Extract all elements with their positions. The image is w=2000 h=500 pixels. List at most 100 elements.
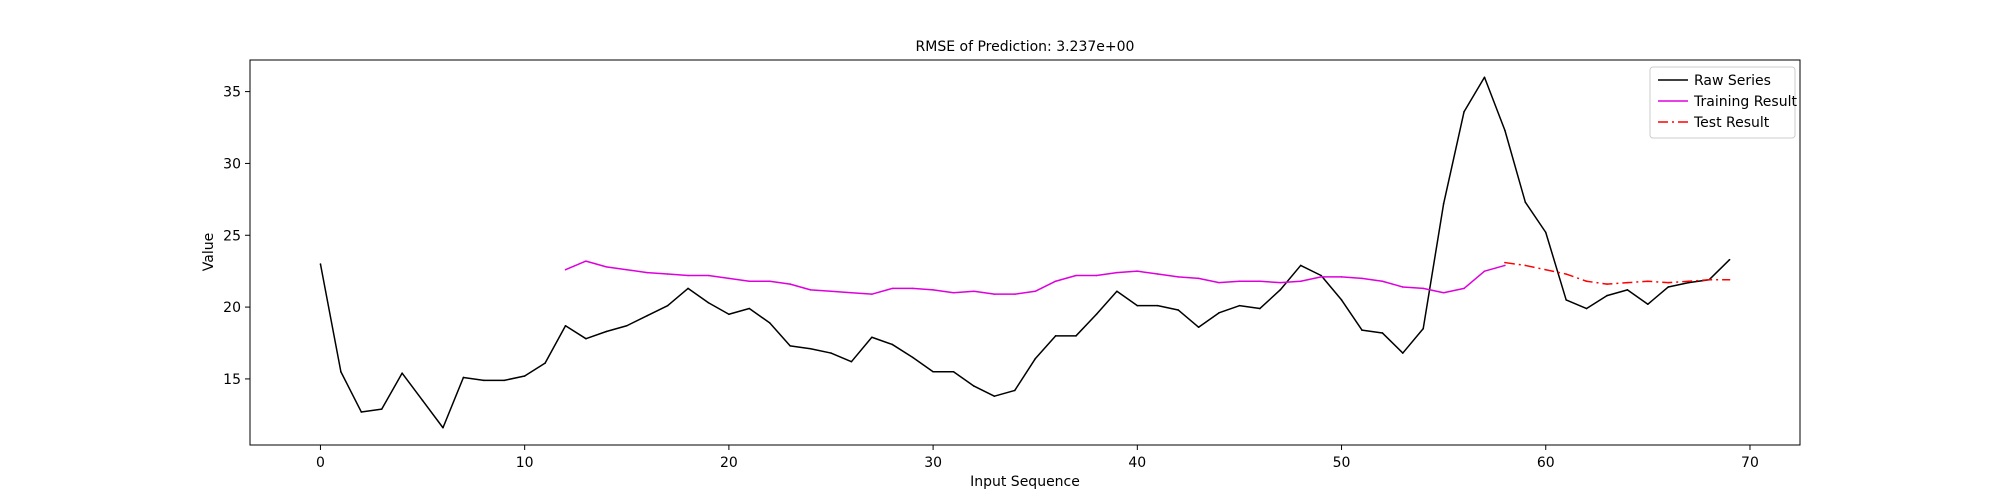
- data-point-raw-series-27: [871, 336, 873, 339]
- data-point-training-result-29: [911, 287, 914, 290]
- data-point-training-result-35: [1034, 290, 1037, 293]
- data-point-raw-series-23: [789, 345, 791, 347]
- data-point-test-result-69: [1728, 278, 1731, 281]
- data-point-training-result-36: [1054, 280, 1057, 283]
- data-point-raw-series-38: [1095, 313, 1098, 316]
- data-point-training-result-14: [605, 266, 608, 268]
- data-point-training-result-31: [952, 291, 955, 294]
- data-point-training-result-22: [768, 280, 771, 283]
- data-point-test-result-63: [1606, 283, 1608, 285]
- chart-title: RMSE of Prediction: 3.237e+00: [916, 39, 1135, 55]
- data-point-raw-series-25: [830, 352, 832, 354]
- data-point-raw-series-60: [1544, 231, 1547, 234]
- data-point-raw-series-22: [768, 322, 771, 324]
- data-point-raw-series-20: [728, 313, 730, 316]
- data-point-raw-series-3: [380, 408, 383, 410]
- data-point-training-result-52: [1381, 280, 1384, 283]
- axes-frame: [249, 59, 1801, 446]
- y-tick-label-25: 25: [223, 228, 241, 244]
- data-point-raw-series-35: [1034, 358, 1037, 360]
- data-point-raw-series-54: [1422, 327, 1425, 330]
- data-point-training-result-58: [1504, 264, 1506, 267]
- data-point-raw-series-32: [973, 385, 975, 387]
- data-point-test-result-62: [1585, 280, 1588, 283]
- data-point-raw-series-65: [1647, 303, 1649, 306]
- data-point-raw-series-46: [1259, 307, 1261, 310]
- data-point-training-result-15: [625, 268, 628, 271]
- data-point-training-result-57: [1483, 270, 1486, 272]
- data-point-raw-series-36: [1054, 335, 1057, 337]
- data-point-raw-series-42: [1177, 309, 1179, 311]
- data-point-raw-series-8: [483, 379, 485, 382]
- data-point-raw-series-48: [1299, 264, 1302, 267]
- data-point-training-result-43: [1197, 277, 1200, 280]
- data-point-training-result-53: [1402, 286, 1404, 288]
- data-point-training-result-26: [850, 291, 853, 294]
- x-axis-label: Input Sequence: [970, 474, 1080, 490]
- data-point-raw-series-5: [421, 399, 424, 402]
- x-tick-label-50: 50: [1333, 455, 1351, 471]
- data-point-raw-series-33: [993, 395, 996, 397]
- data-point-raw-series-0: [319, 263, 322, 265]
- legend: Raw Series Training Result Test Result: [1649, 66, 1797, 139]
- data-point-test-result-59: [1524, 264, 1527, 267]
- legend-label-raw-series: Raw Series: [1694, 73, 1771, 89]
- data-point-raw-series-34: [1013, 389, 1016, 392]
- data-point-raw-series-64: [1626, 289, 1629, 291]
- data-point-training-result-34: [1013, 293, 1016, 295]
- data-point-raw-series-57: [1483, 76, 1486, 79]
- data-point-training-result-51: [1361, 277, 1363, 280]
- data-point-training-result-30: [932, 289, 934, 291]
- x-tick-label-60: 60: [1537, 455, 1555, 471]
- data-point-training-result-32: [973, 290, 975, 293]
- data-point-training-result-49: [1320, 276, 1322, 278]
- data-point-training-result-55: [1442, 291, 1445, 294]
- y-tick-label-20: 20: [223, 300, 241, 316]
- data-point-training-result-45: [1238, 280, 1241, 283]
- data-point-raw-series-16: [646, 314, 648, 317]
- data-point-raw-series-44: [1218, 312, 1220, 314]
- data-point-training-result-44: [1218, 281, 1220, 284]
- data-point-raw-series-19: [707, 301, 710, 304]
- y-tick-label-15: 15: [223, 372, 241, 388]
- data-point-training-result-25: [830, 290, 832, 293]
- x-tick-label-20: 20: [720, 455, 738, 471]
- data-point-raw-series-59: [1524, 201, 1527, 204]
- data-point-training-result-41: [1156, 273, 1159, 275]
- data-point-training-result-28: [891, 287, 894, 290]
- data-point-training-result-33: [993, 293, 996, 295]
- data-point-training-result-48: [1299, 280, 1302, 283]
- data-point-raw-series-1: [340, 370, 342, 373]
- legend-label-training-result: Training Result: [1693, 94, 1797, 110]
- data-point-training-result-12: [564, 268, 567, 271]
- data-point-training-result-39: [1116, 271, 1118, 274]
- data-point-raw-series-67: [1687, 281, 1690, 284]
- data-point-raw-series-13: [585, 337, 587, 340]
- x-tick-label-10: 10: [516, 455, 534, 471]
- data-point-raw-series-49: [1320, 274, 1322, 277]
- data-point-test-result-58: [1504, 261, 1506, 264]
- data-point-raw-series-69: [1728, 258, 1731, 261]
- data-point-raw-series-40: [1136, 304, 1139, 307]
- data-point-raw-series-17: [666, 304, 669, 307]
- series-line-raw-series: [319, 76, 1731, 429]
- y-axis-label: Value: [201, 233, 217, 271]
- data-point-raw-series-11: [544, 362, 546, 364]
- y-tick-label-35: 35: [223, 85, 241, 101]
- data-point-training-result-18: [687, 274, 689, 277]
- data-point-test-result-64: [1626, 281, 1629, 284]
- data-point-test-result-68: [1708, 278, 1710, 281]
- data-point-raw-series-56: [1463, 110, 1465, 113]
- data-point-training-result-40: [1136, 270, 1139, 272]
- x-tick-label-30: 30: [924, 455, 942, 471]
- data-point-raw-series-62: [1585, 307, 1588, 310]
- data-point-training-result-50: [1340, 276, 1343, 278]
- data-point-test-result-60: [1544, 268, 1547, 271]
- data-point-raw-series-9: [503, 379, 506, 382]
- data-point-training-result-19: [707, 274, 710, 277]
- data-point-test-result-67: [1687, 280, 1690, 283]
- data-point-raw-series-28: [891, 343, 894, 346]
- data-point-raw-series-41: [1156, 304, 1159, 307]
